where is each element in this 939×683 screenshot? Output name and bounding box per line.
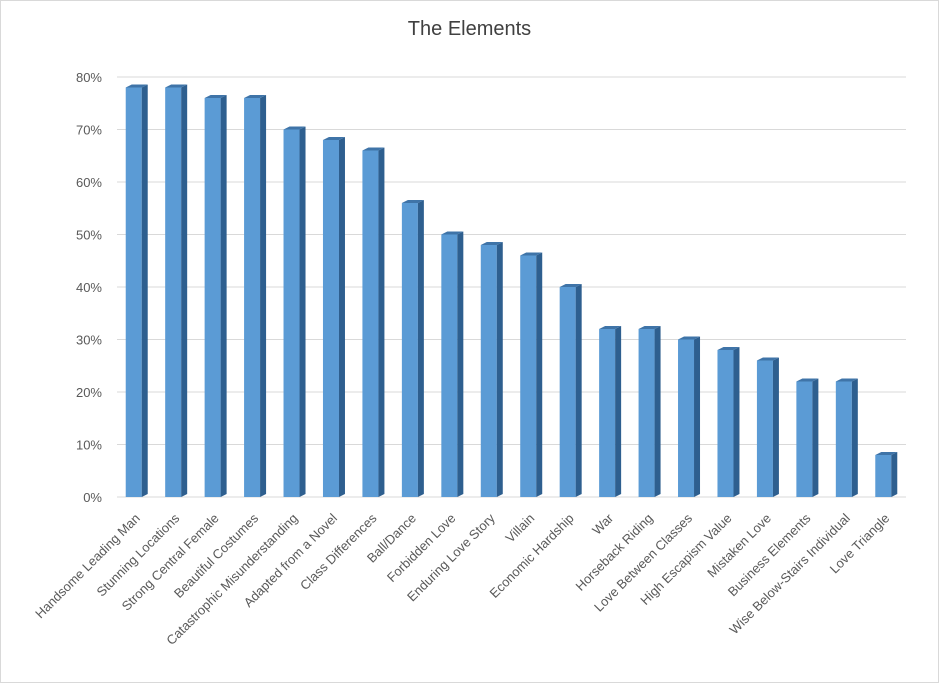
y-tick-label: 60% <box>76 175 102 190</box>
bar <box>756 357 779 497</box>
bar <box>322 137 345 497</box>
bar <box>559 284 582 497</box>
y-tick-label: 30% <box>76 333 102 348</box>
bar <box>401 200 424 497</box>
bar <box>835 378 858 497</box>
y-tick-label: 0% <box>83 490 102 505</box>
y-tick-label: 40% <box>76 280 102 295</box>
bar <box>875 452 898 497</box>
bar <box>125 84 148 497</box>
gridlines <box>117 76 906 498</box>
bar <box>165 84 188 497</box>
bar <box>480 242 503 497</box>
bar <box>362 147 385 497</box>
x-tick-label: War <box>589 510 617 538</box>
bar <box>796 378 819 497</box>
chart-title: The Elements <box>407 18 532 40</box>
bar <box>678 336 701 497</box>
bar <box>441 231 464 497</box>
bar <box>204 95 227 497</box>
x-tick-label: Villain <box>502 511 537 546</box>
y-tick-label: 70% <box>76 123 102 138</box>
y-tick-label: 20% <box>76 385 102 400</box>
y-tick-label: 80% <box>76 70 102 85</box>
y-axis-tick-labels: 0% 10% 20% 30% 40% 50% 60% 70% 80% <box>76 70 102 505</box>
y-tick-label: 50% <box>76 228 102 243</box>
bar <box>638 326 661 497</box>
bars <box>125 84 898 497</box>
bar <box>717 347 740 497</box>
y-tick-label: 10% <box>76 438 102 453</box>
x-tick-label: Forbidden Love <box>384 511 458 585</box>
bar <box>599 326 622 497</box>
bar <box>520 252 543 497</box>
bar <box>283 126 306 497</box>
bar <box>244 95 267 497</box>
